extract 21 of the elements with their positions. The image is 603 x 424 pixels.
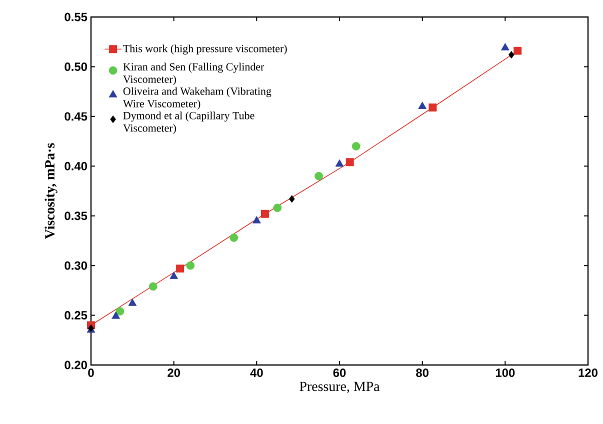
legend-label: This work (high pressure viscometer) [123,44,287,55]
legend-label: Oliveira and Wakeham (Vibrating Wire Viscometer) [122,87,272,110]
x-tick-label: 100 [496,368,515,377]
x-tick-label: 20 [168,368,180,377]
y-tick-label: 0.20 [64,360,87,370]
y-tick-label: 0.55 [64,12,88,22]
y-tick-label: 0.35 [64,212,88,220]
y-tick-label: 0.25 [64,311,88,320]
x-tick-label: 120 [578,368,598,377]
y-axis-title: Viscosity, mPa·s [44,143,58,240]
x-tick-label: 0 [88,368,94,377]
legend-label: Kiran and Sen (Falling Cylinder Viscometer) [123,62,264,86]
x-tick-label: 80 [416,368,428,377]
y-tick-label: 0.50 [64,62,87,71]
y-tick-label: 0.40 [64,162,87,170]
x-tick-label: 40 [250,368,263,377]
y-tick-label: 0.30 [64,261,87,270]
legend-label: Dymond et al (Capillary Tube Viscometer) [123,112,254,134]
y-tick-label: 0.45 [64,112,88,121]
x-axis-title: Pressure, MPa [300,382,380,394]
x-tick-label: 60 [333,368,346,377]
